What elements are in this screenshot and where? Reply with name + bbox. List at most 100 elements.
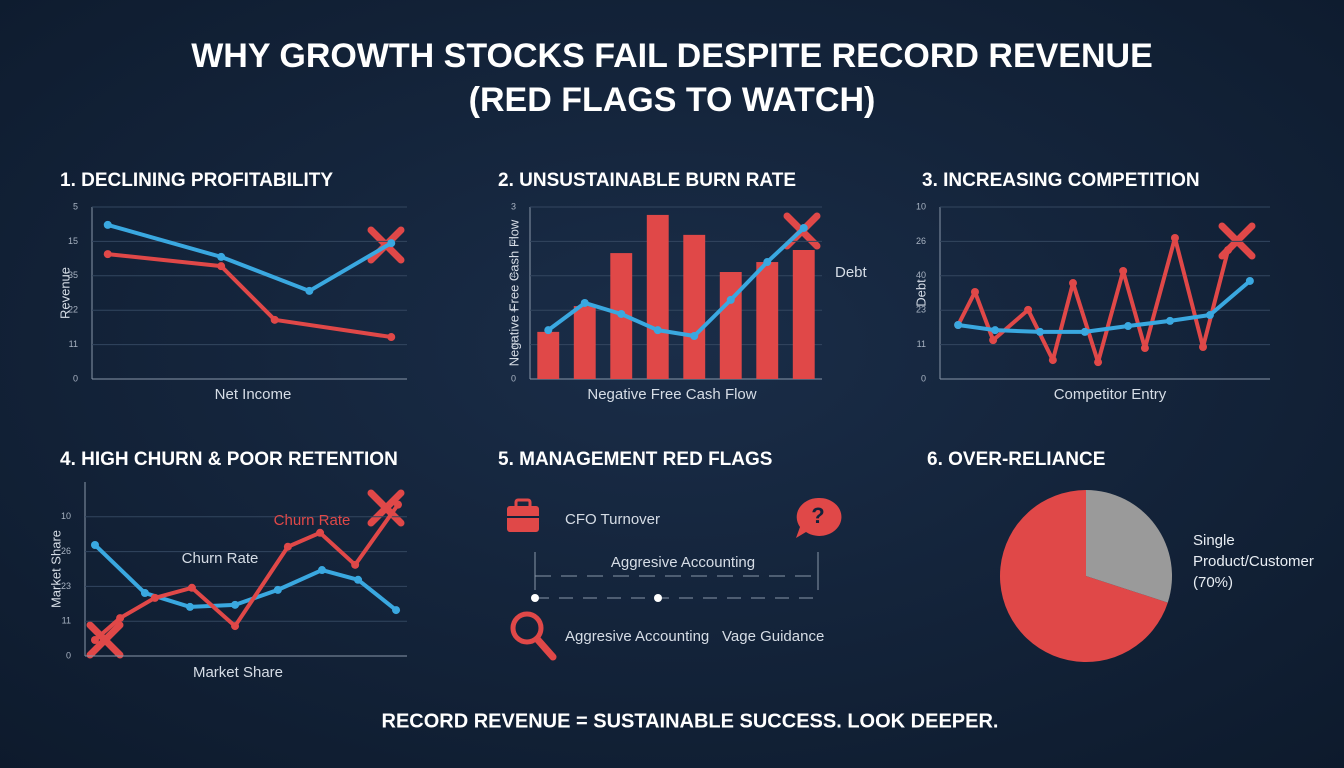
point [305,286,314,295]
question-icon: ? [796,497,842,538]
x-axis-label: Competitor Entry [1054,386,1167,403]
x-axis-label: Negative Free Cash Flow [587,386,756,403]
point [387,239,396,248]
briefcase-icon [507,498,539,532]
y-axis-label: Negative Free Cash Flow [506,219,521,366]
panel-title: 6. OVER-RELIANCE [927,449,1105,470]
bar [646,214,669,379]
line [957,279,1252,334]
pie-label: Single Product/Customer (70%) [1193,530,1343,593]
bar [683,234,706,379]
y-tick-label: 22 [68,305,78,315]
panel-title: 3. INCREASING COMPETITION [922,170,1200,191]
title: WHY GROWTH STOCKS FAIL DESPITE RECORD RE… [191,37,1153,75]
point [140,589,149,598]
annotation: Churn Rate [182,550,259,567]
y-tick-label: 11 [69,339,78,349]
point [1140,344,1149,353]
pie-slice [1086,490,1172,603]
pie-category: Single Product/Customer [1193,532,1314,570]
y-tick-label: 0 [66,650,71,660]
magnifier-icon [510,611,557,661]
flag-label: CFO Turnover [565,511,660,528]
y-tick-label: 40 [916,270,926,280]
point [653,326,662,335]
point [1124,322,1133,331]
bar [792,250,815,379]
point [387,333,396,342]
point [393,500,402,509]
y-axis-label: Market Share [48,530,63,608]
flag-label: Aggresive Accounting [611,554,755,571]
panel-title: 4. HIGH CHURN & POOR RETENTION [60,449,398,470]
point [970,287,979,296]
point [185,602,194,611]
point [283,542,292,551]
x-axis-label: Market Share [193,664,283,681]
y-axis-label: Debt [913,279,928,307]
annotation: Churn Rate [274,512,351,529]
y-tick-label: 11 [62,616,71,626]
point [544,326,553,335]
y-tick-label: 26 [61,546,71,556]
timeline-dot [654,594,662,602]
point [1245,276,1254,285]
point [580,298,589,307]
y-tick-label: 23 [916,305,926,315]
flag-label: Vage Guidance [722,628,824,645]
point [989,336,998,345]
y-tick-label: 10 [61,511,71,521]
point [991,326,1000,335]
point [217,252,226,261]
point [1199,343,1208,352]
panel-title: 1. DECLINING PROFITABILITY [60,170,333,191]
point [317,566,326,575]
footer: RECORD REVENUE = SUSTAINABLE SUCCESS. LO… [382,710,999,732]
y-axis-label: Revenue [57,267,72,319]
point [799,223,808,232]
x-axis-label: Net Income [215,386,292,403]
y-tick-label: 2 [511,339,516,349]
y-tick-label: 5 [511,236,516,246]
flag-label: Aggresive Accounting [565,628,709,645]
point [1166,316,1175,325]
point [690,332,699,340]
pie-slice [1000,490,1168,662]
panel-title: 5. MANAGEMENT RED FLAGS [498,449,772,470]
y-tick-label: 4 [511,305,516,315]
point [316,528,325,537]
panel-title: 2. UNSUSTAINABLE BURN RATE [498,170,796,191]
point [217,262,226,271]
point [351,560,360,569]
timeline-dot [531,594,539,602]
point [954,320,963,329]
point [392,606,401,615]
point [270,315,279,324]
point [103,220,112,229]
point [90,635,99,644]
y-tick-label: 4 [511,270,516,280]
point [1119,266,1128,275]
bar [719,272,742,379]
point [726,295,735,304]
point [231,622,240,631]
y-tick-label: 23 [61,581,71,591]
bar [756,262,779,379]
y-tick-label: 15 [68,236,78,246]
bar [537,331,560,379]
y-tick-label: 11 [917,339,926,349]
svg-text:?: ? [811,503,824,528]
y-tick-label: 0 [511,373,516,383]
y-tick-label: 10 [916,201,926,211]
point [354,575,363,584]
point [1024,305,1033,314]
y-tick-label: 26 [916,236,926,246]
y-tick-label: 0 [73,373,78,383]
y-tick-label: 0 [921,373,926,383]
y-tick-label: 35 [68,270,78,280]
line [547,226,806,338]
point [273,585,282,594]
point [1048,356,1057,365]
point [1170,233,1179,242]
